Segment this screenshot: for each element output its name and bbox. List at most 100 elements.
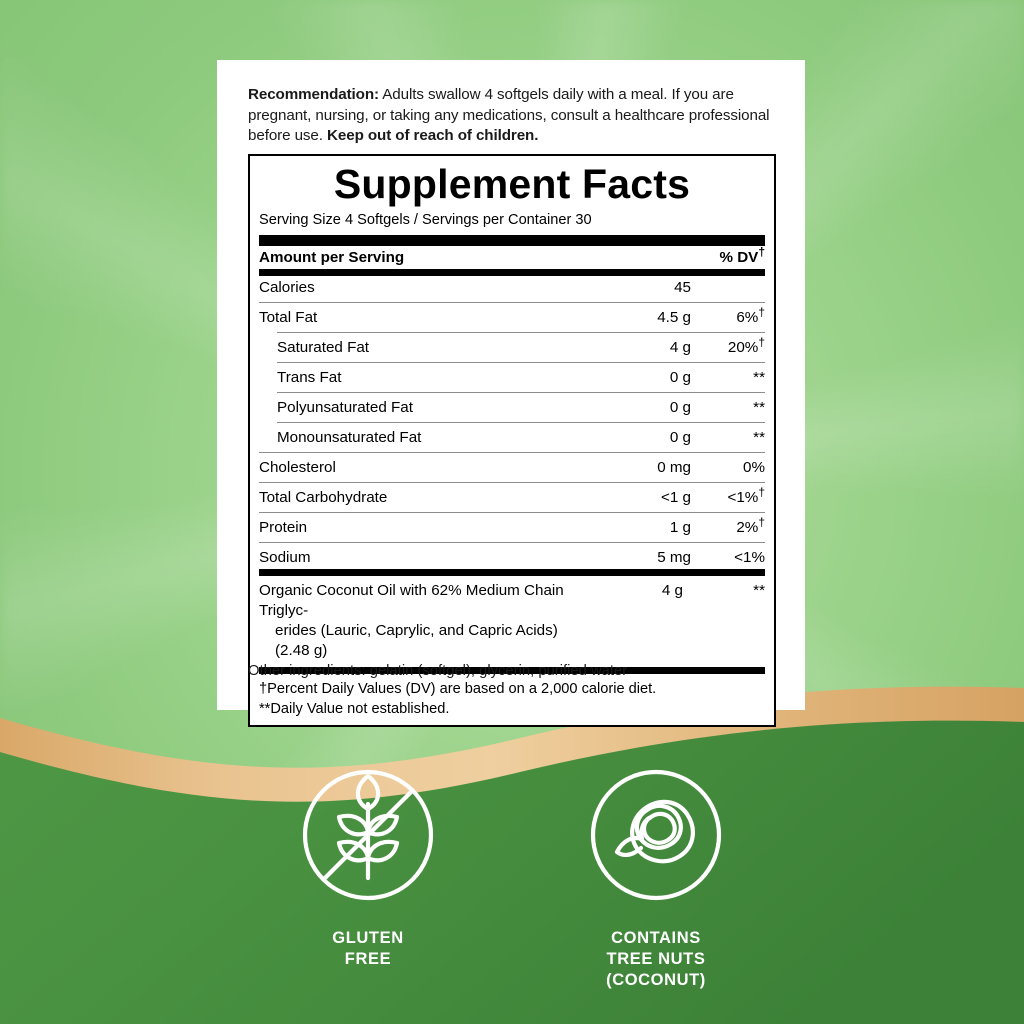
ingredient-amount: 4 g	[661, 582, 683, 599]
nutrition-rows-body: Calories 45 Total Fat 4.5 g 6%† Saturated Fat…	[259, 276, 765, 569]
dv-dagger: †	[758, 334, 765, 349]
nutrient-dv: 2%†	[736, 514, 765, 536]
badge-tree-nuts-label: CONTAINS TREE NUTS (COCONUT)	[556, 928, 756, 991]
dv-column-header: % DV†	[691, 246, 765, 269]
row-divider-cell	[259, 389, 765, 396]
nutrient-name: Saturated Fat	[277, 339, 370, 356]
row-divider-cell	[259, 299, 765, 306]
nutrient-amount: 4 g	[669, 339, 691, 356]
footnote-not-established: **Daily Value not established.	[259, 701, 450, 717]
table-row: Polyunsaturated Fat 0 g **	[259, 396, 765, 419]
header-bar-thick	[259, 235, 765, 246]
nutrient-dv: 0%	[743, 459, 765, 476]
dv-header-dagger: †	[758, 244, 765, 259]
row-divider	[259, 479, 765, 486]
row-divider	[259, 299, 765, 306]
nutrient-name: Trans Fat	[277, 369, 342, 386]
ingredient-row: Organic Coconut Oil with 62% Medium Chai…	[259, 576, 765, 667]
row-divider	[259, 329, 765, 336]
nutrient-dv: 6%†	[736, 304, 765, 326]
nutrient-name: Calories	[259, 279, 315, 296]
supplement-facts-box: Supplement Facts Serving Size 4 Softgels…	[248, 154, 776, 727]
nutrient-name: Protein	[259, 519, 308, 536]
nutrient-dv: **	[753, 399, 765, 416]
table-row: Saturated Fat 4 g 20%†	[259, 336, 765, 359]
footnotes: †Percent Daily Values (DV) are based on …	[259, 674, 765, 725]
badge-tree-nuts-line-2: TREE NUTS	[606, 950, 706, 968]
nutrient-dv	[691, 276, 765, 299]
certification-badges: GLUTEN FREE CONTAINS	[0, 760, 1024, 991]
nutrient-amount: 5 mg	[657, 549, 691, 566]
nutrient-amount: 1 g	[669, 519, 691, 536]
row-divider	[259, 449, 765, 456]
row-divider	[259, 539, 765, 546]
nutrition-rows-table: Calories 45 Total Fat 4.5 g 6%† Saturated Fat…	[259, 276, 765, 569]
table-row: Sodium 5 mg <1%	[259, 546, 765, 569]
supplement-facts-title: Supplement Facts	[333, 161, 691, 207]
ingredient-dv: **	[753, 582, 765, 599]
row-divider-cell	[259, 329, 765, 336]
table-row: Monounsaturated Fat 0 g **	[259, 426, 765, 449]
dv-dagger: †	[758, 514, 765, 529]
nutrient-amount: 45	[674, 279, 691, 296]
row-divider-cell	[259, 359, 765, 366]
serving-size-line: Serving Size 4 Softgels / Servings per C…	[259, 212, 592, 228]
row-divider-cell	[259, 449, 765, 456]
nutrition-table: Amount per Serving % DV†	[259, 246, 765, 269]
ingredient-name: Organic Coconut Oil with 62% Medium Chai…	[259, 581, 583, 661]
table-row: Total Carbohydrate <1 g <1%†	[259, 486, 765, 509]
nutrient-name: Cholesterol	[259, 459, 336, 476]
recommendation-text: Recommendation: Adults swallow 4 softgel…	[248, 85, 776, 147]
dv-dagger: †	[758, 484, 765, 499]
nutrient-amount: 4.5 g	[657, 309, 691, 326]
row-divider-cell	[259, 479, 765, 486]
recommendation-body: Adults swallow 4 softgels daily with a m…	[248, 86, 770, 144]
badge-tree-nuts-line-3: (COCONUT)	[606, 971, 706, 989]
footnote-daily-values: †Percent Daily Values (DV) are based on …	[259, 681, 657, 697]
ingredient-separator-bar-top	[259, 569, 765, 576]
other-ingredients-text: Other ingredients: gelatin (softgel), gl…	[248, 663, 628, 679]
nutrition-table-body: Amount per Serving % DV†	[259, 246, 765, 269]
nutrient-amount: 0 mg	[657, 459, 691, 476]
nutrient-dv: <1%	[734, 549, 765, 566]
table-row: Protein 1 g 2%†	[259, 516, 765, 539]
dv-dagger: †	[758, 304, 765, 319]
coconut-icon	[581, 760, 731, 910]
amount-column-header	[583, 246, 691, 269]
table-row: Trans Fat 0 g **	[259, 366, 765, 389]
nutrient-amount: 0 g	[669, 399, 691, 416]
nutrient-dv: <1%†	[727, 484, 765, 506]
nutrient-amount: 0 g	[669, 429, 691, 446]
nutrient-dv: **	[753, 369, 765, 386]
row-divider	[259, 509, 765, 516]
badge-gluten-free-line-2: FREE	[344, 950, 392, 968]
row-divider-cell	[259, 419, 765, 426]
header-bar-medium	[259, 269, 765, 276]
nutrient-name: Total Carbohydrate	[259, 489, 388, 506]
row-divider-cell	[259, 509, 765, 516]
badge-gluten-free-line-1: GLUTEN	[332, 929, 404, 947]
badge-tree-nuts: CONTAINS TREE NUTS (COCONUT)	[556, 760, 756, 991]
nutrient-name: Monounsaturated Fat	[277, 429, 422, 446]
badge-tree-nuts-line-1: CONTAINS	[611, 929, 701, 947]
badge-gluten-free: GLUTEN FREE	[268, 760, 468, 991]
table-row: Total Fat 4.5 g 6%†	[259, 306, 765, 329]
nutrient-name: Total Fat	[259, 309, 318, 326]
amount-per-serving-header: Amount per Serving	[259, 249, 405, 266]
no-gluten-wheat-icon	[293, 760, 443, 910]
ingredient-name-line-1: Organic Coconut Oil with 62% Medium Chai…	[259, 582, 564, 619]
row-divider-cell	[259, 539, 765, 546]
row-divider	[259, 359, 765, 366]
nutrient-dv: **	[753, 429, 765, 446]
row-divider	[259, 389, 765, 396]
bottom-wave-divider	[0, 660, 1024, 1024]
badge-gluten-free-label: GLUTEN FREE	[268, 928, 468, 970]
dv-header-text: % DV	[719, 249, 759, 266]
table-row: Calories 45	[259, 276, 765, 299]
nutrient-name: Sodium	[259, 549, 311, 566]
label-panel: Recommendation: Adults swallow 4 softgel…	[217, 60, 805, 727]
ingredient-name-line-2: erides (Lauric, Caprylic, and Capric Aci…	[275, 622, 558, 659]
ingredient-separator-bar-bottom	[259, 667, 765, 674]
recommendation-label: Recommendation:	[248, 86, 379, 103]
